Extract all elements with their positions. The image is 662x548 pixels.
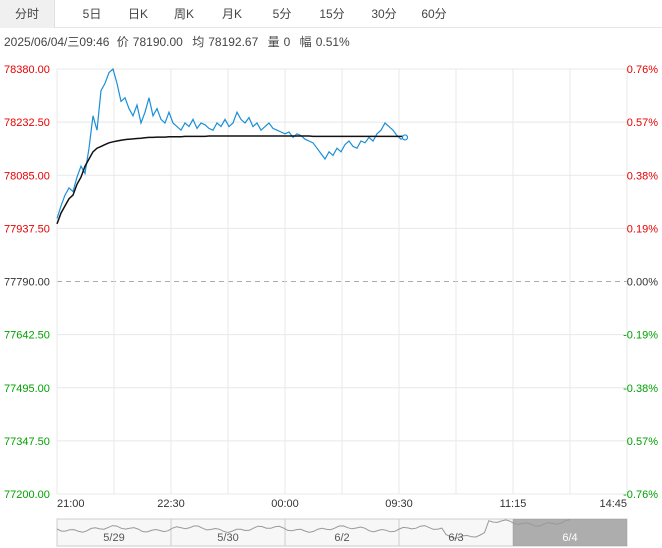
price-tick-label: 77200.00	[4, 489, 50, 501]
info-price: 78190.00	[132, 35, 183, 49]
navigator-date-label: 5/30	[217, 532, 238, 544]
period-tab-bar: 分时 5日 日K 周K 月K 5分 15分 30分 60分	[0, 0, 662, 28]
time-tick-label: 22:30	[157, 498, 185, 510]
navigator-date-label: 6/3	[448, 532, 463, 544]
tab-5day[interactable]: 5日	[82, 7, 102, 21]
price-tick-label: 78232.50	[4, 117, 50, 129]
navigator-track	[56, 518, 628, 547]
percent-axis: 0.76% 0.57% 0.38% 0.19% 0.00% -0.19% -0.38% 0.5…	[623, 64, 658, 501]
price-tick-label: 77347.50	[4, 436, 50, 448]
info-avg-label: 均	[192, 35, 205, 49]
info-vol-label: 量	[267, 35, 280, 49]
series-layer	[56, 67, 409, 225]
time-tick-label: 11:15	[500, 498, 527, 510]
price-tick-label: 78380.00	[4, 64, 50, 76]
percent-tick-label: 0.76%	[627, 64, 658, 76]
price-tick-label: 77937.50	[4, 223, 50, 235]
percent-tick-label: -0.38%	[623, 383, 658, 395]
time-axis: 21:00 22:30 00:00 09:30 11:15 14:45	[57, 498, 627, 510]
navigator-date-label: 5/29	[103, 532, 124, 544]
navigator-sparkline	[56, 519, 571, 539]
tab-15min[interactable]: 15分	[319, 7, 345, 21]
percent-tick-label: -0.76%	[623, 489, 658, 501]
grid-layer	[56, 68, 628, 495]
average-line	[56, 135, 405, 225]
navigator-date-label: 6/2	[334, 532, 349, 544]
tab-30min[interactable]: 30分	[371, 7, 397, 21]
time-tick-label: 09:30	[385, 498, 413, 510]
percent-tick-label: 0.00%	[627, 277, 658, 289]
navigator-date-label: 6/4	[562, 532, 577, 544]
price-tick-label: 77642.50	[4, 330, 50, 342]
info-avg: 78192.67	[208, 35, 259, 49]
percent-tick-label: 0.19%	[627, 223, 658, 235]
navigator-selection[interactable]	[513, 519, 627, 546]
price-tick-label: 77790.00	[4, 277, 50, 289]
percent-tick-label: -0.19%	[623, 330, 658, 342]
tab-intraday[interactable]: 分时	[0, 0, 55, 28]
price-tick-label: 77495.00	[4, 383, 50, 395]
info-amp: 0.51%	[315, 35, 350, 49]
tab-60min[interactable]: 60分	[421, 7, 447, 21]
time-tick-label: 14:45	[599, 498, 627, 510]
tab-monthly-k[interactable]: 月K	[221, 7, 242, 21]
info-amp-label: 幅	[299, 35, 312, 49]
current-price-dot	[401, 134, 409, 141]
price-axis: 78380.00 78232.50 78085.00 77937.50 77790.00…	[4, 64, 50, 501]
tab-daily-k[interactable]: 日K	[127, 7, 148, 21]
info-datetime: 2025/06/04/三09:46	[4, 35, 110, 49]
info-price-label: 价	[116, 35, 129, 49]
time-tick-label: 21:00	[57, 498, 85, 510]
time-tick-label: 00:00	[271, 498, 299, 510]
tab-5min[interactable]: 5分	[272, 7, 292, 21]
info-vol: 0	[283, 35, 291, 49]
price-tick-label: 78085.00	[4, 170, 50, 182]
percent-tick-label: 0.38%	[627, 170, 658, 182]
price-line	[56, 67, 406, 219]
percent-tick-label: 0.57%	[627, 436, 658, 448]
percent-tick-label: 0.57%	[627, 117, 658, 129]
range-navigator[interactable]: 5/29 5/30 6/2 6/3 6/4	[56, 518, 628, 547]
tab-weekly-k[interactable]: 周K	[173, 7, 194, 21]
